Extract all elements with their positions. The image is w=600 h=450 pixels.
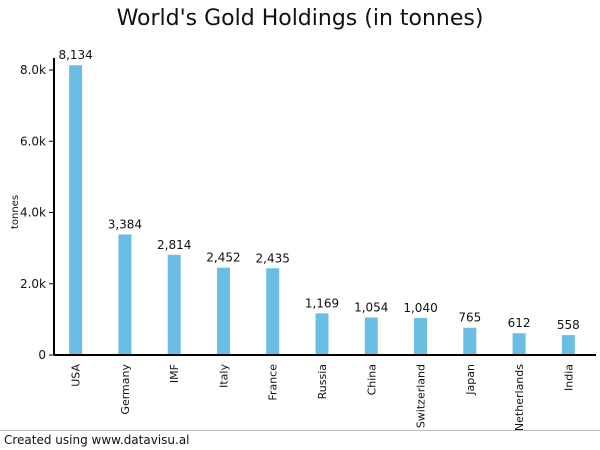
bar-value-label: 2,814 [157, 238, 191, 252]
x-tick-label: India [562, 364, 575, 391]
x-tick-label: Germany [119, 364, 132, 415]
x-tick-label: Japan [464, 364, 477, 396]
x-tick-label: IMF [168, 364, 181, 383]
x-axis: USA Germany IMF Italy France Russia China Switz… [54, 354, 596, 430]
value-labels: 8,134 3,384 2,814 2,452 2,435 1,169 1,054 1,040… [58, 48, 579, 332]
bar [266, 268, 280, 355]
bar-value-label: 1,054 [354, 300, 388, 314]
x-tick-label: France [267, 364, 280, 401]
x-tick-label: USA [70, 364, 83, 387]
x-tick-label: China [365, 364, 378, 395]
bar [118, 234, 132, 355]
bar-value-label: 765 [458, 311, 481, 325]
bar-value-label: 612 [508, 316, 531, 330]
bar-value-label: 2,452 [206, 251, 240, 265]
y-axis-label: tonnes [10, 195, 21, 229]
bar [364, 317, 378, 355]
bar [561, 335, 575, 355]
bar-value-label: 2,435 [256, 251, 290, 265]
footer-divider [0, 430, 600, 431]
bar-chart: 0 2.0k 4.0k 6.0k 8.0k tonnes 8,134 3,384 2,814 2… [10, 48, 596, 430]
footer-credit: Created using www.datavisu.al [4, 433, 190, 447]
bar-value-label: 1,169 [305, 296, 339, 310]
y-tick-label: 0 [38, 348, 46, 362]
chart-title: World's Gold Holdings (in tonnes) [116, 6, 484, 31]
bar [216, 267, 230, 355]
bar [315, 313, 329, 355]
y-axis: 0 2.0k 4.0k 6.0k 8.0k tonnes [10, 58, 55, 362]
x-tick-label: Switzerland [415, 364, 428, 428]
x-tick-label: Italy [217, 364, 230, 388]
bar [512, 333, 526, 355]
y-tick-label: 8.0k [20, 63, 46, 77]
bar [167, 254, 181, 355]
bar-value-label: 3,384 [108, 217, 142, 231]
bars [69, 65, 575, 355]
y-tick-label: 6.0k [20, 134, 46, 148]
bar [69, 65, 83, 355]
y-tick-label: 2.0k [20, 277, 46, 291]
bar-value-label: 1,040 [403, 301, 437, 315]
x-tick-label: Russia [316, 364, 329, 399]
bar-value-label: 8,134 [58, 48, 92, 62]
x-tick-label: Netherlands [513, 364, 526, 430]
bar [463, 327, 477, 355]
y-tick-label: 4.0k [20, 206, 46, 220]
bar-value-label: 558 [557, 318, 580, 332]
bar [414, 317, 428, 355]
